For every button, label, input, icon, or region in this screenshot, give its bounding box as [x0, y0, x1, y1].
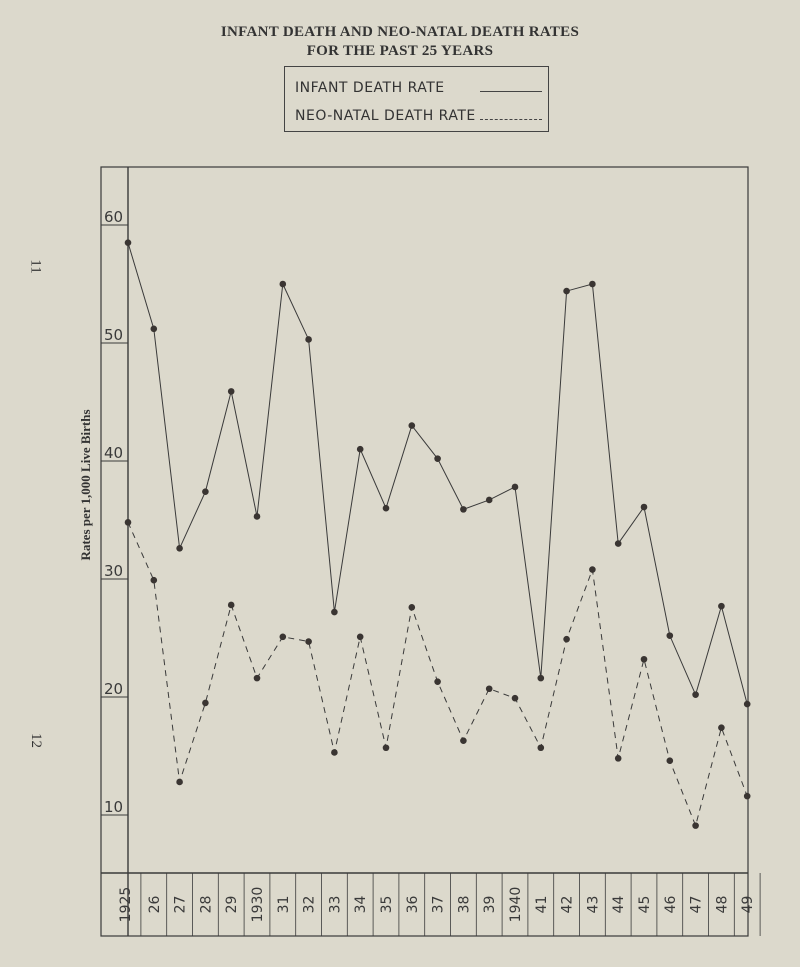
x-tick-label: 43: [585, 896, 601, 914]
x-tick-label: 47: [689, 896, 705, 914]
neonatal-death-rate-point: [666, 757, 674, 765]
y-tick-label: 30: [104, 562, 123, 580]
x-tick-label: 38: [456, 896, 472, 914]
infant-death-rate-point: [202, 488, 209, 495]
x-tick-label: 33: [327, 896, 343, 914]
infant-death-rate-point: [718, 602, 725, 610]
x-tick-label: 45: [637, 896, 653, 914]
y-tick-label: 60: [104, 208, 123, 226]
x-tick-label: 1930: [250, 887, 266, 923]
chart-subtitle: FOR THE PAST 25 YEARS: [306, 43, 494, 59]
infant-death-rate-point: [253, 513, 261, 520]
x-tick-label: 39: [482, 896, 498, 914]
y-tick-label: 50: [104, 326, 123, 344]
infant-death-rate-point: [460, 506, 467, 513]
infant-death-rate-point: [511, 483, 519, 491]
neonatal-death-rate-point: [460, 737, 467, 744]
neonatal-death-rate-point: [176, 778, 183, 786]
neonatal-death-rate-point: [434, 678, 441, 685]
neonatal-death-rate-point: [150, 576, 158, 584]
legend-item-infant: INFANT DEATH RATE: [295, 80, 445, 96]
infant-death-rate-point: [666, 632, 674, 639]
neonatal-death-rate-point: [253, 674, 261, 682]
infant-death-rate-point: [485, 496, 493, 504]
neonatal-death-rate-point: [331, 749, 338, 756]
infant-death-rate-point: [692, 691, 699, 698]
infant-death-rate-point: [331, 608, 338, 616]
infant-death-rate-point: [589, 280, 596, 288]
x-tick-label: 28: [198, 896, 214, 914]
infant-death-rate-point: [227, 388, 235, 395]
infant-death-rate-point: [356, 445, 364, 453]
x-tick-label: 1940: [508, 887, 524, 923]
infant-death-rate-point: [563, 287, 570, 295]
y-tick-label: 10: [104, 798, 123, 816]
infant-death-rate-line: [127, 242, 748, 705]
neonatal-death-rate-point: [563, 635, 570, 643]
x-tick-label: 32: [302, 896, 318, 914]
x-tick-label: 49: [740, 896, 756, 914]
x-tick-label: 41: [534, 896, 550, 914]
infant-death-rate-point: [434, 455, 441, 462]
x-tick-label: 48: [714, 896, 730, 914]
neonatal-death-rate-point: [485, 685, 493, 693]
neonatal-death-rate-point: [279, 633, 287, 641]
neonatal-death-rate-point: [124, 519, 132, 526]
infant-death-rate-point: [640, 503, 648, 511]
plot-frame: [100, 166, 749, 937]
x-tick-label: 29: [224, 896, 240, 914]
infant-death-rate-point: [124, 239, 132, 246]
x-tick-label: 1925: [118, 887, 134, 923]
infant-death-rate-point: [305, 336, 312, 343]
infant-death-rate-point: [150, 325, 158, 333]
x-tick-label: 36: [405, 896, 421, 914]
x-tick-label: 31: [276, 896, 292, 914]
x-tick-label: 35: [379, 896, 395, 914]
infant-death-rate-point: [176, 545, 183, 552]
x-tick-label: 26: [147, 896, 163, 914]
neonatal-death-rate-point: [511, 694, 519, 702]
neonatal-death-rate-line: [127, 522, 748, 828]
neonatal-death-rate-point: [382, 744, 390, 752]
x-tick-label: 42: [560, 896, 576, 914]
legend: INFANT DEATH RATE NEO-NATAL DEATH RATE: [284, 66, 549, 132]
neonatal-death-rate-point: [408, 604, 416, 611]
neonatal-death-rate-point: [640, 655, 648, 663]
neonatal-death-rate-point: [692, 822, 699, 829]
neonatal-death-rate-point: [537, 744, 545, 752]
legend-solid-line-sample: [480, 91, 542, 92]
infant-death-rate-point: [382, 504, 390, 512]
infant-death-rate-point: [537, 674, 545, 682]
neonatal-death-rate-point: [356, 633, 364, 641]
legend-dashed-line-sample: [480, 119, 542, 120]
infant-death-rate-point: [743, 700, 751, 708]
legend-item-neonatal: NEO-NATAL DEATH RATE: [295, 108, 476, 124]
neonatal-death-rate-point: [227, 601, 235, 609]
neonatal-death-rate-point: [305, 638, 312, 645]
x-tick-label: 27: [173, 896, 189, 914]
neonatal-death-rate-point: [743, 792, 751, 800]
infant-death-rate-point: [408, 422, 416, 429]
x-tick-label: 34: [353, 896, 369, 914]
neonatal-death-rate-point: [202, 699, 209, 707]
x-tick-label: 44: [611, 896, 627, 914]
x-tick-label: 46: [663, 896, 679, 914]
x-tick-label: 37: [431, 896, 447, 914]
y-tick-label: 20: [104, 680, 123, 698]
infant-death-rate-point: [279, 280, 287, 288]
neonatal-death-rate-point: [589, 566, 596, 573]
y-tick-label: 40: [104, 444, 123, 462]
infant-death-rate-point: [614, 540, 622, 547]
neonatal-death-rate-point: [614, 755, 622, 762]
neonatal-death-rate-point: [718, 724, 725, 731]
chart-title: INFANT DEATH AND NEO-NATAL DEATH RATES: [220, 24, 580, 40]
